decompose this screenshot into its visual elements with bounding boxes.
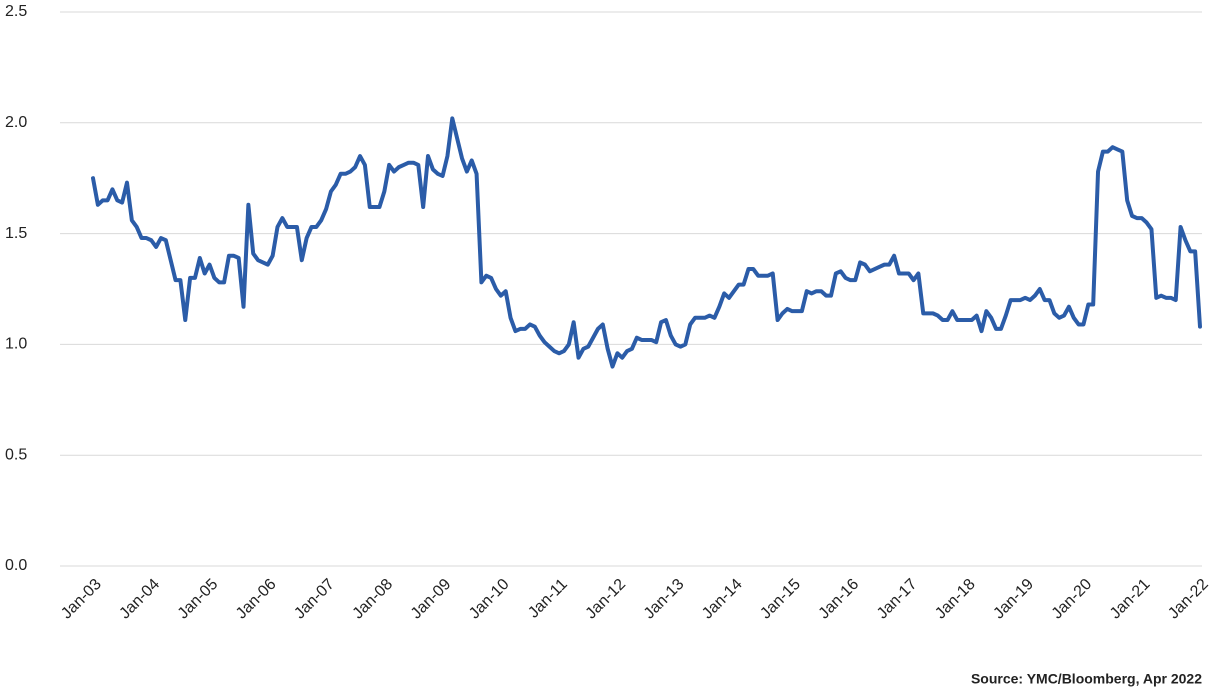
- x-tick-label: Jan-18: [932, 576, 979, 623]
- x-tick-label: Jan-17: [874, 576, 921, 623]
- data-line: [91, 116, 1202, 369]
- x-tick-label: Jan-20: [1049, 576, 1096, 623]
- x-tick-label: Jan-16: [816, 576, 863, 623]
- x-tick-label: Jan-13: [641, 576, 688, 623]
- x-tick-label: Jan-04: [116, 576, 163, 623]
- y-tick-label: 1.0: [5, 336, 27, 353]
- y-tick-label: 2.0: [5, 114, 27, 131]
- x-tick-label: Jan-09: [408, 576, 455, 623]
- x-tick-label: Jan-06: [233, 576, 280, 623]
- x-tick-label: Jan-19: [990, 576, 1037, 623]
- x-tick-label: Jan-22: [1165, 576, 1212, 623]
- y-tick-label: 0.5: [5, 446, 27, 463]
- x-tick-label: Jan-21: [1107, 576, 1154, 623]
- y-tick-label: 1.5: [5, 225, 27, 242]
- source-note: Source: YMC/Bloomberg, Apr 2022: [971, 671, 1202, 687]
- x-tick-label: Jan-15: [757, 576, 804, 623]
- y-tick-label: 2.5: [5, 3, 27, 20]
- x-tick-label: Jan-14: [699, 576, 746, 623]
- x-tick-label: Jan-12: [583, 576, 630, 623]
- x-tick-label: Jan-11: [525, 576, 571, 622]
- x-tick-label: Jan-05: [175, 576, 222, 623]
- x-tick-label: Jan-08: [350, 576, 397, 623]
- x-tick-label: Jan-07: [291, 576, 338, 623]
- x-tick-label: Jan-10: [466, 576, 513, 623]
- y-tick-label: 0.0: [5, 557, 27, 574]
- x-tick-label: Jan-03: [58, 576, 105, 623]
